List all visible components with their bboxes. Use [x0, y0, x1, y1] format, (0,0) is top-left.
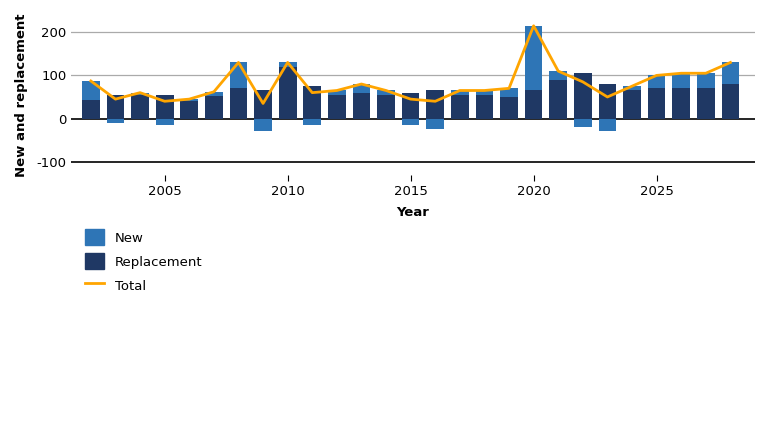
- Bar: [721, 84, 739, 118]
- Bar: [672, 73, 690, 88]
- Bar: [156, 95, 173, 118]
- Bar: [697, 88, 715, 118]
- Bar: [427, 118, 444, 130]
- Bar: [476, 95, 494, 118]
- Bar: [377, 95, 395, 118]
- Bar: [451, 91, 469, 95]
- Bar: [574, 73, 591, 118]
- Bar: [180, 101, 198, 118]
- Bar: [328, 91, 346, 95]
- Bar: [549, 71, 567, 80]
- Bar: [549, 80, 567, 118]
- Bar: [353, 84, 370, 93]
- Bar: [131, 93, 149, 95]
- Bar: [180, 99, 198, 101]
- Bar: [131, 95, 149, 118]
- Bar: [303, 118, 321, 125]
- Bar: [205, 96, 223, 118]
- Bar: [205, 92, 223, 96]
- Bar: [377, 91, 395, 95]
- Bar: [427, 91, 444, 118]
- Bar: [648, 76, 665, 88]
- Bar: [328, 95, 346, 118]
- Bar: [279, 67, 296, 118]
- Bar: [402, 93, 420, 118]
- Bar: [623, 91, 641, 118]
- Bar: [279, 62, 296, 67]
- Bar: [106, 95, 124, 118]
- Bar: [623, 86, 641, 91]
- Bar: [451, 95, 469, 118]
- Bar: [648, 88, 665, 118]
- Legend: New, Replacement, Total: New, Replacement, Total: [85, 229, 203, 293]
- Bar: [476, 91, 494, 95]
- Bar: [82, 100, 100, 118]
- Bar: [574, 118, 591, 127]
- Bar: [697, 73, 715, 88]
- Bar: [598, 84, 616, 118]
- Bar: [500, 97, 518, 118]
- Bar: [672, 88, 690, 118]
- Bar: [229, 88, 247, 118]
- Bar: [402, 118, 420, 125]
- Bar: [525, 26, 543, 91]
- Bar: [598, 118, 616, 131]
- Bar: [500, 88, 518, 97]
- Bar: [353, 93, 370, 118]
- X-axis label: Year: Year: [397, 206, 430, 219]
- Bar: [525, 91, 543, 118]
- Bar: [156, 118, 173, 125]
- Bar: [254, 118, 272, 131]
- Y-axis label: New and replacement: New and replacement: [15, 13, 28, 176]
- Bar: [82, 81, 100, 100]
- Bar: [721, 62, 739, 84]
- Bar: [106, 118, 124, 123]
- Bar: [303, 86, 321, 118]
- Bar: [229, 62, 247, 88]
- Bar: [254, 91, 272, 118]
